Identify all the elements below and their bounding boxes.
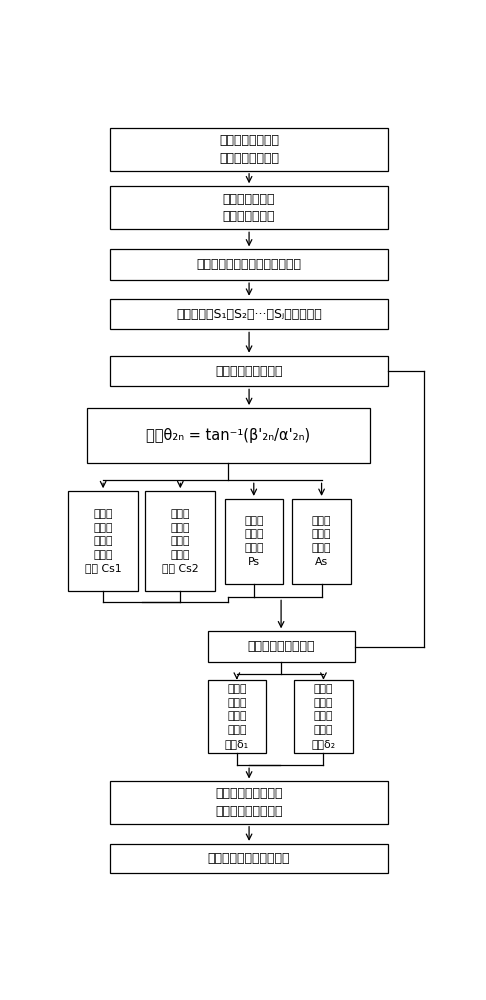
Bar <box>68 491 138 591</box>
Bar <box>208 631 354 662</box>
Bar <box>294 680 353 753</box>
Bar <box>293 499 351 584</box>
Text: 计算第
一相位
补偿器
初始偏
振角 Cs1: 计算第 一相位 补偿器 初始偏 振角 Cs1 <box>85 509 122 573</box>
Text: 计算实验傅里叶系数: 计算实验傅里叶系数 <box>215 365 283 378</box>
Bar <box>145 491 215 591</box>
Bar <box>87 408 369 463</box>
Text: 计算第
一相位
补偿器
相位延
迟量δ₁: 计算第 一相位 补偿器 相位延 迟量δ₁ <box>225 684 249 749</box>
Text: 计算起
偏器的
偏转角
Ps: 计算起 偏器的 偏转角 Ps <box>244 516 263 567</box>
Text: 计算第
二相位
补偿器
初始偏
振角 Cs2: 计算第 二相位 补偿器 初始偏 振角 Cs2 <box>162 509 199 573</box>
Bar <box>208 680 266 753</box>
Bar <box>110 356 388 386</box>
Bar <box>110 844 388 873</box>
Text: 计算检
偏器的
偏转角
As: 计算检 偏器的 偏转角 As <box>312 516 331 567</box>
Text: 对待测样品进行光学测量: 对待测样品进行光学测量 <box>208 852 290 865</box>
Bar <box>110 249 388 280</box>
Bar <box>110 128 388 171</box>
Text: 计算全穆勒矩阵椭圆
偏振仪剩余工作参数: 计算全穆勒矩阵椭圆 偏振仪剩余工作参数 <box>215 787 283 818</box>
Text: 搭建全穆勒矩阵椭
圆偏振仪实验光路: 搭建全穆勒矩阵椭 圆偏振仪实验光路 <box>219 134 279 165</box>
Bar <box>225 499 283 584</box>
Text: 设定第一和第二
相位补偿器转速: 设定第一和第二 相位补偿器转速 <box>223 193 276 223</box>
Text: 计算θ₂ₙ = tan⁻¹(β'₂ₙ/α'₂ₙ): 计算θ₂ₙ = tan⁻¹(β'₂ₙ/α'₂ₙ) <box>146 428 311 443</box>
Text: 计算第
二相位
补偿器
相位延
迟量δ₂: 计算第 二相位 补偿器 相位延 迟量δ₂ <box>312 684 335 749</box>
Bar <box>110 781 388 824</box>
Bar <box>110 186 388 229</box>
Text: 计算理论傅里叶系数: 计算理论傅里叶系数 <box>247 640 315 653</box>
Bar <box>110 299 388 329</box>
Text: 设定光谱仪测量光强数据的频率: 设定光谱仪测量光强数据的频率 <box>196 258 302 271</box>
Text: 光强数据（S₁，S₂，···，Sⱼ）采集模块: 光强数据（S₁，S₂，···，Sⱼ）采集模块 <box>176 308 322 321</box>
